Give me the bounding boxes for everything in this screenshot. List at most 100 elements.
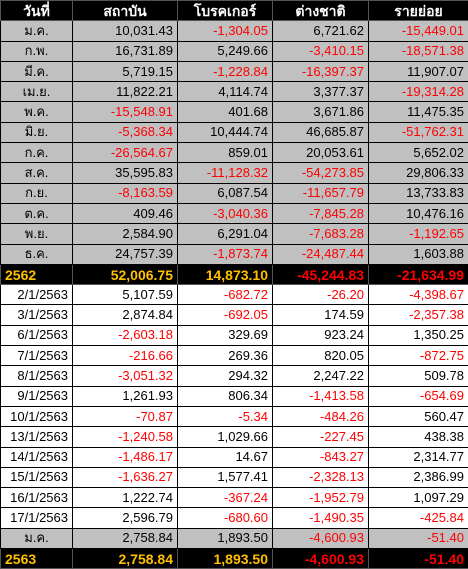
foreign-cell: -11,657.79 [273, 183, 369, 203]
broker-cell: 806.34 [178, 386, 273, 406]
broker-cell: 269.36 [178, 346, 273, 366]
broker-cell: -1,304.05 [178, 21, 273, 41]
institution-cell: 11,822.21 [73, 82, 178, 102]
date-cell: มิ.ย. [1, 122, 73, 142]
date-cell: มี.ค. [1, 61, 73, 81]
foreign-cell: 46,685.87 [273, 122, 369, 142]
foreign-cell: 174.59 [273, 305, 369, 325]
retail-cell: -21,634.99 [369, 264, 468, 284]
broker-cell: 1,893.50 [178, 549, 273, 569]
date-cell: 16/1/2563 [1, 488, 73, 508]
header-foreign: ต่างชาติ [273, 1, 369, 21]
broker-cell: 1,577.41 [178, 467, 273, 487]
date-cell: ม.ค. [1, 528, 73, 548]
date-cell: 2563 [1, 549, 73, 569]
institution-cell: -216.66 [73, 346, 178, 366]
foreign-cell: 3,377.37 [273, 82, 369, 102]
foreign-cell: -484.26 [273, 406, 369, 426]
foreign-cell: -3,410.15 [273, 41, 369, 61]
retail-cell: 13,733.83 [369, 183, 468, 203]
foreign-cell: -4,600.93 [273, 528, 369, 548]
retail-cell: -51.40 [369, 528, 468, 548]
retail-cell: 2,314.77 [369, 447, 468, 467]
foreign-cell: -843.27 [273, 447, 369, 467]
broker-cell: -682.72 [178, 285, 273, 305]
institution-cell: 35,595.83 [73, 163, 178, 183]
institution-cell: -15,548.91 [73, 102, 178, 122]
date-cell: 14/1/2563 [1, 447, 73, 467]
date-cell: 13/1/2563 [1, 427, 73, 447]
broker-cell: -680.60 [178, 508, 273, 528]
retail-cell: -872.75 [369, 346, 468, 366]
foreign-cell: 820.05 [273, 346, 369, 366]
institution-cell: -1,486.17 [73, 447, 178, 467]
date-cell: ต.ค. [1, 203, 73, 223]
retail-cell: -2,357.38 [369, 305, 468, 325]
broker-cell: 10,444.74 [178, 122, 273, 142]
date-cell: พ.ย. [1, 224, 73, 244]
broker-cell: 6,087.54 [178, 183, 273, 203]
date-cell: 8/1/2563 [1, 366, 73, 386]
foreign-cell: -1,490.35 [273, 508, 369, 528]
retail-cell: -18,571.38 [369, 41, 468, 61]
date-cell: ม.ค. [1, 21, 73, 41]
foreign-cell: -24,487.44 [273, 244, 369, 264]
foreign-cell: 2,247.22 [273, 366, 369, 386]
retail-cell: -4,398.67 [369, 285, 468, 305]
foreign-cell: 3,671.86 [273, 102, 369, 122]
institution-cell: 52,006.75 [73, 264, 178, 284]
date-cell: ก.ย. [1, 183, 73, 203]
broker-cell: 5,249.66 [178, 41, 273, 61]
broker-cell: 859.01 [178, 143, 273, 163]
retail-cell: 1,603.88 [369, 244, 468, 264]
foreign-cell: -16,397.37 [273, 61, 369, 81]
date-cell: 6/1/2563 [1, 325, 73, 345]
institution-cell: -26,564.67 [73, 143, 178, 163]
retail-cell: 5,652.02 [369, 143, 468, 163]
institution-cell: -1,240.58 [73, 427, 178, 447]
institution-cell: -1,636.27 [73, 467, 178, 487]
retail-cell: -19,314.28 [369, 82, 468, 102]
institution-cell: 2,874.84 [73, 305, 178, 325]
institution-cell: 1,222.74 [73, 488, 178, 508]
retail-cell: 10,476.16 [369, 203, 468, 223]
foreign-cell: -54,273.85 [273, 163, 369, 183]
broker-cell: 14,873.10 [178, 264, 273, 284]
date-cell: 10/1/2563 [1, 406, 73, 426]
institution-cell: 1,261.93 [73, 386, 178, 406]
broker-cell: 6,291.04 [178, 224, 273, 244]
institution-cell: 16,731.89 [73, 41, 178, 61]
foreign-cell: -4,600.93 [273, 549, 369, 569]
date-cell: 2562 [1, 264, 73, 284]
date-cell: เม.ย. [1, 82, 73, 102]
date-cell: 15/1/2563 [1, 467, 73, 487]
header-date: วันที่ [1, 1, 73, 21]
broker-cell: -5.34 [178, 406, 273, 426]
institution-cell: -3,051.32 [73, 366, 178, 386]
broker-cell: -1,873.74 [178, 244, 273, 264]
retail-cell: 29,806.33 [369, 163, 468, 183]
foreign-cell: -2,328.13 [273, 467, 369, 487]
institution-cell: 2,758.84 [73, 549, 178, 569]
foreign-cell: 6,721.62 [273, 21, 369, 41]
header-retail: รายย่อย [369, 1, 468, 21]
broker-cell: -11,128.32 [178, 163, 273, 183]
retail-cell: -51,762.31 [369, 122, 468, 142]
institution-cell: 2,584.90 [73, 224, 178, 244]
